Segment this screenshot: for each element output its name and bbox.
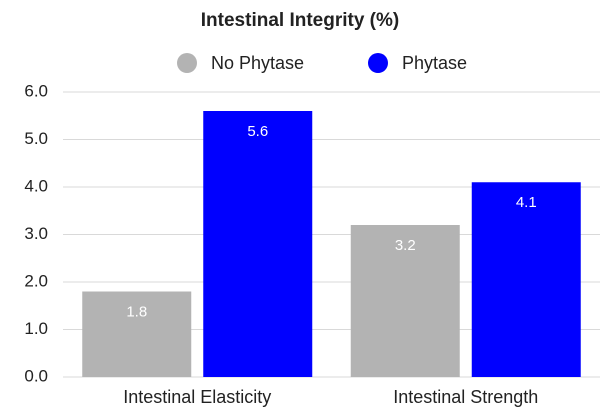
bar — [471, 182, 581, 377]
x-tick-label: Intestinal Strength — [393, 387, 538, 407]
y-tick-label: 1.0 — [24, 319, 48, 338]
y-tick-label: 0.0 — [24, 366, 48, 385]
data-label: 1.8 — [126, 303, 147, 320]
y-tick-label: 5.0 — [24, 129, 48, 148]
y-tick-label: 3.0 — [24, 224, 48, 243]
legend-label: Phytase — [402, 53, 467, 73]
chart-title: Intestinal Integrity (%) — [201, 10, 399, 31]
data-label: 5.6 — [247, 123, 268, 140]
bar — [350, 225, 460, 377]
y-tick-label: 2.0 — [24, 271, 48, 290]
data-label: 4.1 — [516, 194, 537, 211]
data-label: 3.2 — [395, 237, 416, 254]
legend-label: No Phytase — [211, 53, 304, 73]
bar — [203, 111, 313, 377]
legend-swatch — [177, 53, 197, 73]
legend-swatch — [368, 53, 388, 73]
x-tick-label: Intestinal Elasticity — [123, 387, 271, 407]
y-tick-label: 4.0 — [24, 176, 48, 195]
bar — [82, 291, 192, 377]
y-tick-label: 6.0 — [24, 81, 48, 100]
